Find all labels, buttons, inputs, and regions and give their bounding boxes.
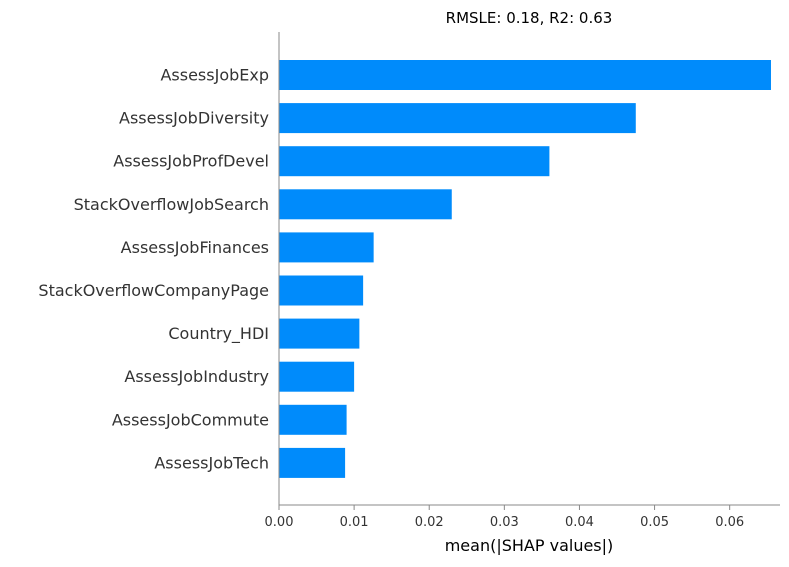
bar-StackOverflowCompanyPage: [279, 275, 364, 306]
category-label: Country_HDI: [168, 324, 269, 344]
category-label: AssessJobCommute: [112, 410, 269, 429]
bar-AssessJobExp: [279, 60, 771, 90]
bar-AssessJobFinances: [279, 232, 374, 263]
bar-Country_HDI: [279, 318, 360, 349]
x-tick-label: 0.06: [715, 515, 744, 530]
x-tick-label: 0.03: [490, 515, 519, 530]
x-tick-label: 0.01: [340, 515, 369, 530]
x-tick-label: 0.00: [265, 515, 294, 530]
category-label: AssessJobFinances: [121, 238, 269, 257]
bar-AssessJobProfDevel: [279, 146, 550, 177]
bar-StackOverflowJobSearch: [279, 189, 452, 220]
bar-AssessJobDiversity: [279, 103, 636, 134]
bar-AssessJobCommute: [279, 404, 347, 435]
category-label: AssessJobDiversity: [119, 109, 269, 128]
category-label: AssessJobIndustry: [124, 367, 269, 386]
bars-layer: [279, 60, 771, 478]
x-tick-label: 0.05: [640, 515, 669, 530]
bar-AssessJobIndustry: [279, 361, 355, 392]
x-axis-title: mean(|SHAP values|): [445, 536, 614, 555]
category-label: AssessJobExp: [160, 66, 269, 85]
chart-title: RMSLE: 0.18, R2: 0.63: [446, 9, 613, 27]
category-labels: AssessJobExp AssessJobDiversity AssessJobP…: [38, 66, 269, 473]
x-tick-label: 0.04: [565, 515, 594, 530]
bar-AssessJobTech: [279, 447, 346, 478]
category-label: AssessJobTech: [154, 453, 269, 472]
category-label: StackOverflowCompanyPage: [38, 281, 269, 300]
category-label: AssessJobProfDevel: [113, 152, 269, 171]
category-label: StackOverflowJobSearch: [74, 195, 269, 214]
x-tick-label: 0.02: [415, 515, 444, 530]
x-axis-ticks: 0.00 0.01 0.02 0.03 0.04 0.05 0.06: [265, 505, 744, 530]
